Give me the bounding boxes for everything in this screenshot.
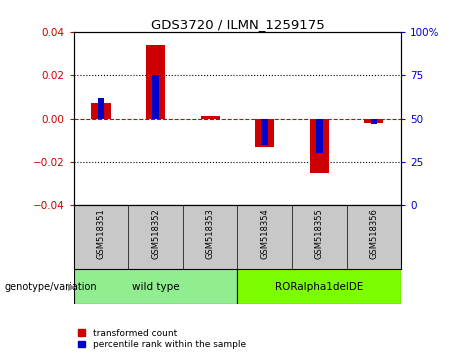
Bar xyxy=(237,269,401,304)
Bar xyxy=(146,45,165,119)
Bar xyxy=(261,119,268,144)
Bar xyxy=(152,75,159,119)
Text: GSM518352: GSM518352 xyxy=(151,209,160,259)
Text: RORalpha1delDE: RORalpha1delDE xyxy=(275,282,363,292)
Bar xyxy=(371,119,377,124)
Legend: transformed count, percentile rank within the sample: transformed count, percentile rank withi… xyxy=(78,329,246,349)
Bar xyxy=(74,269,237,304)
Bar xyxy=(91,103,111,119)
Text: GSM518351: GSM518351 xyxy=(96,209,106,259)
Text: GSM518354: GSM518354 xyxy=(260,209,269,259)
Title: GDS3720 / ILMN_1259175: GDS3720 / ILMN_1259175 xyxy=(151,18,324,31)
Text: GSM518353: GSM518353 xyxy=(206,209,215,259)
Text: genotype/variation: genotype/variation xyxy=(5,282,97,292)
Text: wild type: wild type xyxy=(132,282,179,292)
Text: GSM518355: GSM518355 xyxy=(315,209,324,259)
Bar xyxy=(316,119,323,153)
Text: ▶: ▶ xyxy=(68,282,76,292)
Bar xyxy=(364,119,384,123)
Bar xyxy=(255,119,274,147)
Text: GSM518356: GSM518356 xyxy=(369,209,378,259)
Bar xyxy=(310,119,329,173)
Bar xyxy=(201,116,220,119)
Bar xyxy=(98,98,104,119)
